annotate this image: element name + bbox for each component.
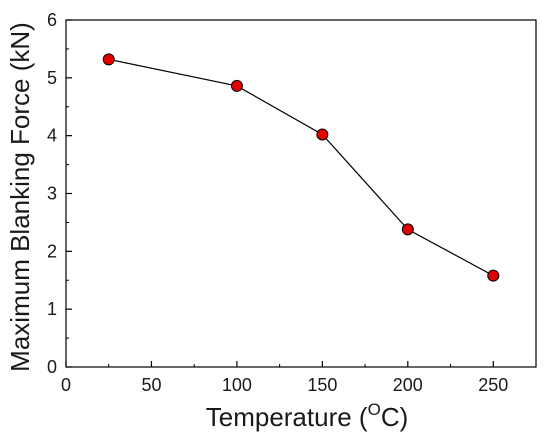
x-tick-label: 200 <box>393 375 423 395</box>
y-tick-label: 0 <box>47 357 57 377</box>
data-point <box>102 53 115 66</box>
x-tick-label: 100 <box>222 375 252 395</box>
x-tick-label: 50 <box>141 375 161 395</box>
data-point <box>230 79 243 92</box>
y-tick-label: 1 <box>47 299 57 319</box>
x-axis-title: Temperature (OC) <box>206 400 409 432</box>
data-point <box>316 128 329 141</box>
x-tick-label: 250 <box>478 375 508 395</box>
data-point <box>487 269 500 282</box>
x-axis-title-superscript: O <box>368 400 381 419</box>
y-tick-label: 4 <box>47 126 57 146</box>
x-axis-title-main: Temperature ( <box>206 402 368 432</box>
series <box>102 53 500 282</box>
x-tick-label: 150 <box>307 375 337 395</box>
data-point <box>401 223 414 236</box>
y-tick-label: 2 <box>47 241 57 261</box>
tick-labels: 0 50 100 150 200 250 0 1 2 3 4 5 6 <box>47 10 508 395</box>
series-line <box>108 58 494 277</box>
ticks <box>65 19 494 368</box>
y-axis-title: Maximum Blanking Force (kN) <box>5 22 35 372</box>
x-axis-title-suffix: C) <box>381 402 408 432</box>
y-tick-label: 6 <box>47 10 57 30</box>
y-tick-label: 5 <box>47 68 57 88</box>
plot-frame <box>65 19 537 368</box>
x-tick-label: 0 <box>61 375 71 395</box>
y-tick-label: 3 <box>47 184 57 204</box>
